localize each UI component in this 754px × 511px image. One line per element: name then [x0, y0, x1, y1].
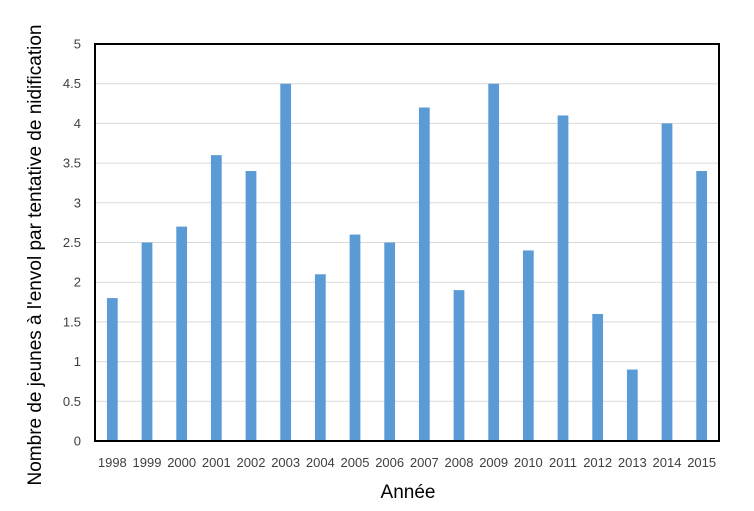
x-tick-label: 2004 — [306, 455, 335, 470]
y-tick-label: 2 — [74, 275, 81, 290]
x-tick-label: 2001 — [202, 455, 231, 470]
x-tick-label: 2007 — [410, 455, 439, 470]
x-tick-label: 2013 — [618, 455, 647, 470]
bar-2014 — [661, 123, 673, 442]
x-axis-label: Année — [381, 482, 436, 503]
bar-2010 — [522, 250, 534, 441]
bar-2002 — [245, 171, 257, 442]
y-tick-label: 4.5 — [63, 76, 81, 91]
x-axis-ticks: 1998 1999 2000 2001 2002 2003 2004 2005 2006 2007… — [98, 455, 716, 470]
gridlines — [95, 83, 719, 402]
x-tick-label: 2002 — [237, 455, 266, 470]
x-tick-label: 2006 — [375, 455, 404, 470]
y-tick-label: 1 — [74, 354, 81, 369]
y-tick-label: 1.5 — [63, 314, 81, 329]
x-tick-label: 2012 — [583, 455, 612, 470]
y-tick-label: 0 — [74, 434, 81, 449]
bar-2005 — [349, 234, 361, 441]
x-tick-label: 2005 — [341, 455, 370, 470]
bar-2000 — [176, 226, 188, 441]
y-axis-ticks: 0 0.5 1 1.5 2 2.5 3 3.5 4 4.5 5 — [63, 37, 81, 449]
y-tick-label: 0.5 — [63, 394, 81, 409]
bar-2012 — [592, 313, 604, 441]
bar-2011 — [557, 115, 569, 442]
bar-2001 — [210, 155, 222, 441]
y-tick-label: 3.5 — [63, 156, 81, 171]
x-tick-label: 2014 — [653, 455, 682, 470]
x-tick-label: 2009 — [479, 455, 508, 470]
bar-2009 — [488, 83, 500, 441]
x-tick-label: 1998 — [98, 455, 127, 470]
x-tick-label: 2003 — [271, 455, 300, 470]
x-tick-label: 2011 — [549, 455, 577, 470]
x-tick-label: 2000 — [167, 455, 196, 470]
bar-1998 — [106, 298, 118, 441]
bar-2013 — [626, 369, 638, 441]
y-tick-label: 3 — [74, 195, 81, 210]
bar-2015 — [696, 171, 708, 442]
y-tick-label: 2.5 — [63, 235, 81, 250]
y-tick-label: 5 — [74, 37, 81, 52]
bar-2008 — [453, 290, 465, 441]
bar-1999 — [141, 242, 153, 441]
bar-2006 — [384, 242, 396, 441]
x-tick-label: 2008 — [445, 455, 474, 470]
y-axis-label: Nombre de jeunes à l'envol par tentative… — [25, 25, 46, 486]
bar-2004 — [314, 274, 326, 441]
bars — [106, 83, 708, 442]
x-tick-label: 2010 — [514, 455, 543, 470]
x-tick-label: 1999 — [133, 455, 162, 470]
x-tick-label: 2015 — [687, 455, 716, 470]
y-tick-label: 4 — [74, 116, 81, 131]
bar-2007 — [418, 107, 430, 442]
bar-2003 — [280, 83, 292, 441]
